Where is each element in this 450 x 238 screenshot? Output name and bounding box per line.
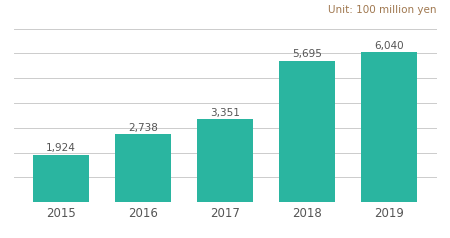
Text: Unit: 100 million yen: Unit: 100 million yen <box>328 5 436 15</box>
Bar <box>279 61 335 202</box>
Text: 6,040: 6,040 <box>374 41 404 51</box>
Bar <box>33 154 89 202</box>
Text: 2,738: 2,738 <box>128 123 158 133</box>
Text: 5,695: 5,695 <box>292 50 322 60</box>
Bar <box>115 134 171 202</box>
Text: 1,924: 1,924 <box>46 143 76 153</box>
Bar <box>361 52 417 202</box>
Text: 3,351: 3,351 <box>210 108 240 118</box>
Bar <box>197 119 253 202</box>
